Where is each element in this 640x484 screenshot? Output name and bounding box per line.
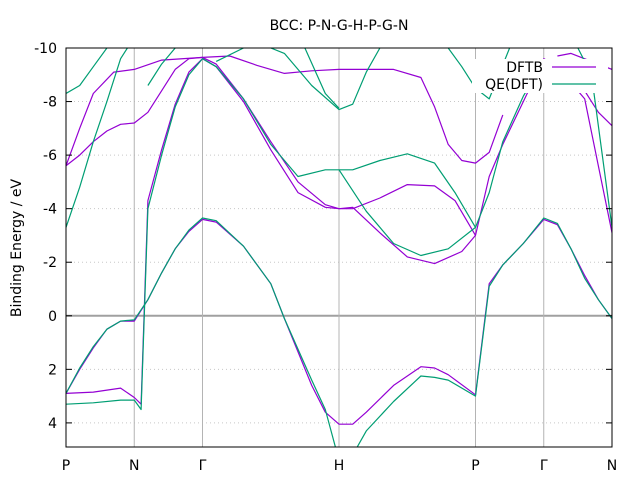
- band-line: [270, 48, 381, 111]
- band-line: [215, 48, 244, 62]
- chart-title: BCC: P-N-G-H-P-G-N: [270, 18, 409, 34]
- y-tick-label: -2: [43, 255, 57, 271]
- x-tick-label: Γ: [199, 458, 207, 474]
- x-tick-label: H: [334, 458, 345, 474]
- legend-bg: [472, 59, 608, 76]
- y-tick-label: 2: [48, 362, 57, 378]
- x-tick-label: N: [129, 458, 139, 474]
- plot-frame: [65, 47, 613, 448]
- legend-label: QE(DFT): [485, 77, 543, 93]
- band-line: [66, 48, 108, 95]
- legend-bg: [472, 76, 608, 93]
- x-tick-label: P: [62, 458, 70, 474]
- band-line: [147, 48, 176, 86]
- legend-label: DFTB: [506, 60, 543, 76]
- band-line: [66, 48, 128, 228]
- y-axis-label: Binding Energy / eV: [9, 178, 25, 317]
- x-tick-label: N: [607, 458, 617, 474]
- y-tick-label: -8: [43, 95, 57, 111]
- x-tick-label: P: [471, 458, 479, 474]
- y-tick-label: 4: [48, 416, 57, 432]
- y-tick-label: -6: [43, 148, 57, 164]
- x-tick-label: Γ: [540, 458, 548, 474]
- band-lines: [66, 48, 612, 447]
- band-line: [66, 217, 612, 447]
- y-tick-label: -10: [34, 41, 57, 57]
- axes: -10 -8 -6 -4 -2 0 2 4 P N Γ H P Γ N: [34, 41, 617, 474]
- y-tick-label: -4: [43, 202, 57, 218]
- band-line: [66, 58, 477, 411]
- y-tick-label: 0: [48, 309, 57, 325]
- band-line: [66, 56, 476, 265]
- band-line: [338, 61, 545, 257]
- band-line: [304, 48, 340, 109]
- band-line: [66, 55, 504, 167]
